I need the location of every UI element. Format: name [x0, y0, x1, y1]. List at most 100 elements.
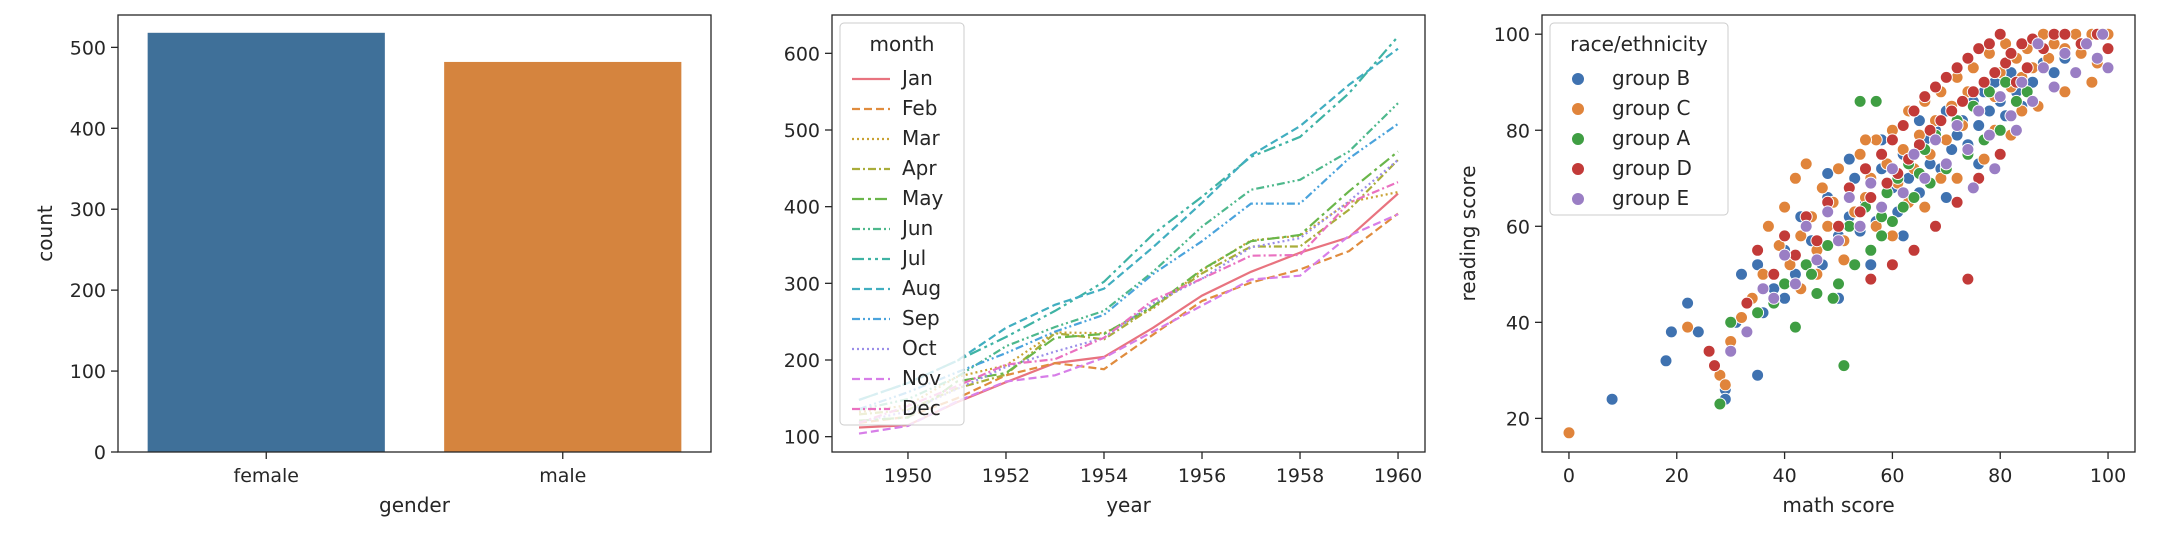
bar-female [147, 32, 385, 452]
point-group-D [1945, 104, 1959, 118]
point-group-D [1778, 229, 1792, 243]
point-group-B [1659, 354, 1673, 368]
bar-chart-gender-count: 0 100 200 300 400 500 female male gender count [33, 14, 712, 517]
plot-frame [831, 14, 1426, 453]
point-group-D [1961, 51, 1975, 65]
x-tick-label: 1954 [1080, 465, 1128, 487]
point-group-E [1853, 219, 1867, 233]
x-tick-label: 1952 [982, 465, 1030, 487]
line-chart-passengers-by-month: 100 200 300 400 500 600 1950 1952 1954 1956 1958 19… [784, 14, 1426, 517]
point-group-D [1929, 80, 1942, 94]
point-group-E [1810, 253, 1824, 267]
legend-swatch-group-D [1571, 162, 1585, 176]
point-group-D [1875, 147, 1889, 161]
point-group-E [1929, 133, 1942, 147]
legend-label: group D [1612, 156, 1692, 180]
legend-label: May [902, 186, 944, 210]
x-tick-label: 0 [1563, 465, 1575, 487]
point-group-C [1778, 200, 1792, 214]
point-group-D [1864, 191, 1878, 204]
legend-label: Jan [900, 66, 933, 90]
point-group-D [1956, 94, 1969, 108]
x-tick-label: 1958 [1276, 465, 1324, 487]
point-group-C [1681, 320, 1695, 334]
legend-label: Feb [902, 96, 937, 120]
point-group-D [1934, 114, 1948, 128]
x-tick-label: 80 [1988, 465, 2012, 487]
point-group-A [1713, 397, 1727, 411]
point-group-A [1842, 219, 1856, 233]
x-tick-label: 20 [1665, 465, 1689, 487]
point-group-E [1799, 219, 1813, 233]
point-group-B [1681, 296, 1695, 310]
point-group-E [2069, 66, 2083, 80]
point-group-D [1918, 90, 1932, 104]
point-group-A [1869, 94, 1883, 108]
point-group-E [1907, 147, 1921, 161]
legend-label: group A [1612, 126, 1690, 150]
legend-label: group E [1612, 186, 1689, 210]
legend-label: Aug [902, 276, 941, 300]
point-group-E [1832, 234, 1845, 248]
point-group-E [2026, 94, 2040, 108]
point-group-E [1740, 325, 1754, 339]
point-group-D [1859, 162, 1872, 176]
point-group-C [1939, 133, 1953, 147]
point-group-B [1821, 167, 1835, 180]
point-group-D [1880, 176, 1894, 190]
point-group-C [1853, 147, 1867, 161]
point-group-C [1562, 426, 1576, 440]
scatter-math-vs-reading: 20 40 60 80 100 0 20 40 60 80 100 race/ethnicity gro… [1456, 14, 2136, 517]
legend-box [839, 22, 965, 426]
point-group-E [1788, 277, 1802, 291]
point-group-D [1708, 359, 1721, 373]
point-group-A [2009, 94, 2023, 108]
point-group-D [1810, 234, 1824, 248]
point-group-C [1832, 162, 1845, 176]
point-group-D [1907, 243, 1921, 257]
point-group-D [1972, 42, 1986, 56]
x-tick-label: 60 [1880, 465, 1904, 487]
point-group-E [1950, 119, 1964, 132]
point-group-C [1788, 171, 1802, 185]
point-group-B [1896, 229, 1910, 243]
point-group-E [2015, 75, 2029, 89]
point-group-E [1961, 143, 1975, 156]
point-group-E [1767, 291, 1781, 305]
point-group-A [1821, 239, 1835, 252]
y-tick-label: 200 [70, 280, 106, 302]
x-tick-label: 1960 [1374, 465, 1422, 487]
point-group-D [1853, 205, 1867, 219]
point-group-A [1778, 277, 1792, 291]
point-group-B [1778, 291, 1792, 305]
y-tick-label: 0 [94, 442, 106, 464]
point-group-E [1982, 128, 1996, 142]
point-group-E [2047, 80, 2061, 94]
point-group-D [1966, 85, 1980, 99]
point-group-A [1751, 306, 1765, 320]
point-group-E [2004, 109, 2018, 123]
point-group-E [2036, 61, 2050, 75]
point-group-A [1826, 291, 1840, 305]
point-group-C [1735, 311, 1748, 324]
point-group-D [2047, 27, 2061, 41]
point-group-D [2015, 37, 2029, 51]
point-group-D [1885, 258, 1899, 272]
point-group-A [1993, 123, 2007, 137]
point-group-B [1982, 104, 1996, 118]
point-group-D [1950, 195, 1964, 209]
legend-label: Jul [900, 246, 926, 270]
point-group-A [1885, 215, 1899, 228]
legend-label: group C [1612, 96, 1690, 120]
y-tick-label: 100 [1494, 24, 1530, 46]
point-group-E [2080, 37, 2093, 51]
point-group-A [1788, 320, 1802, 334]
point-group-B [1605, 392, 1619, 406]
point-group-D [1788, 248, 1802, 262]
x-axis-label: gender [379, 493, 451, 517]
point-group-A [1805, 267, 1818, 281]
point-group-D [1751, 243, 1765, 257]
legend-title: month [870, 32, 935, 56]
point-group-E [1875, 200, 1889, 214]
plot-frame [1541, 14, 2136, 453]
